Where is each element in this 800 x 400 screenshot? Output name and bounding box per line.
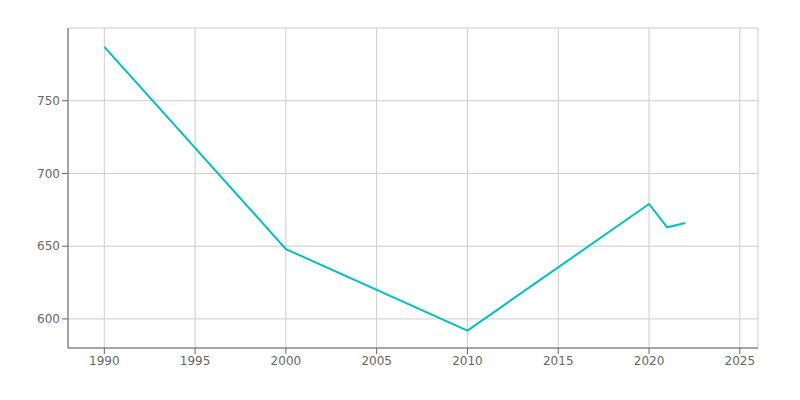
svg-text:2010: 2010 (452, 354, 483, 368)
svg-text:600: 600 (37, 312, 60, 326)
svg-text:2005: 2005 (361, 354, 392, 368)
svg-text:2020: 2020 (634, 354, 665, 368)
svg-text:750: 750 (37, 94, 60, 108)
svg-text:700: 700 (37, 167, 60, 181)
svg-text:2000: 2000 (271, 354, 302, 368)
svg-text:2015: 2015 (543, 354, 574, 368)
svg-text:1995: 1995 (180, 354, 211, 368)
svg-text:650: 650 (37, 239, 60, 253)
svg-text:1990: 1990 (89, 354, 120, 368)
svg-text:2025: 2025 (725, 354, 756, 368)
